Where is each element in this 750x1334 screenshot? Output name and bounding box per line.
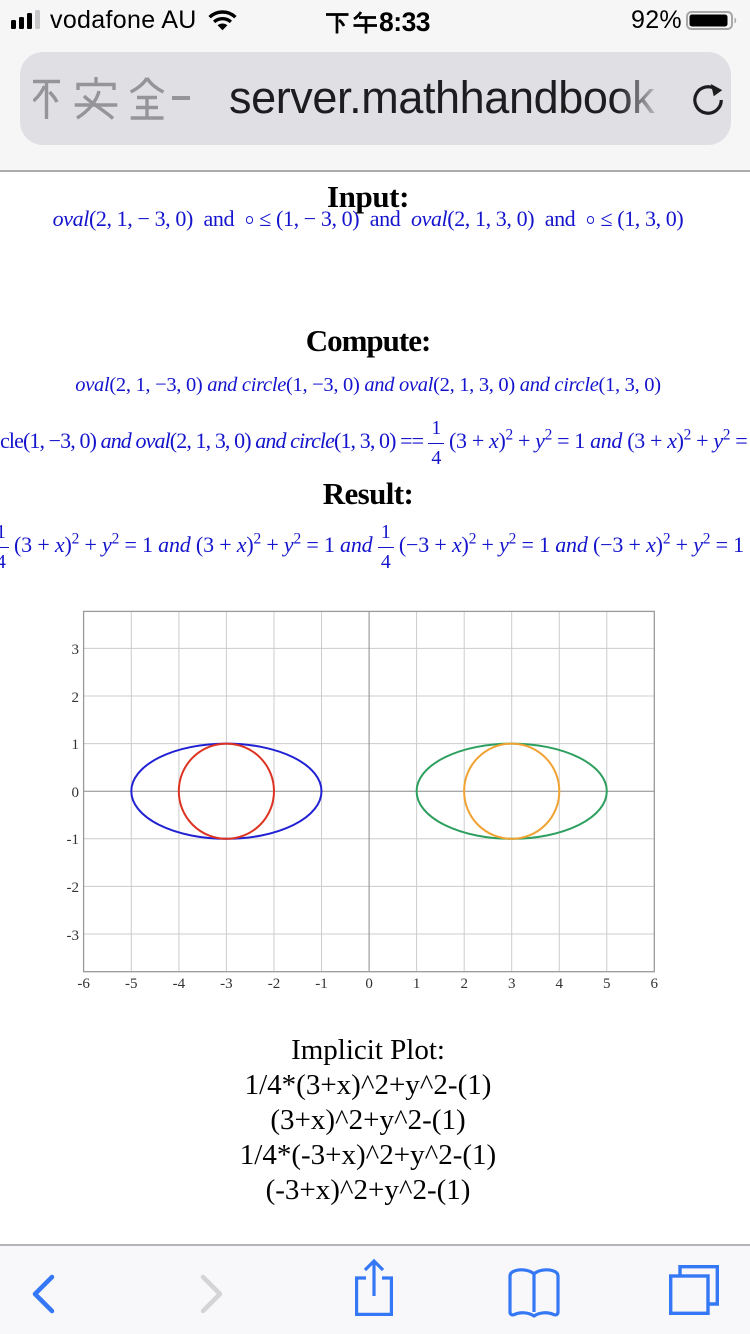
- svg-text:-4: -4: [173, 976, 186, 992]
- svg-text:3: 3: [72, 642, 80, 658]
- svg-text:-6: -6: [77, 976, 90, 992]
- svg-text:6: 6: [651, 976, 659, 992]
- svg-text:1: 1: [72, 737, 80, 753]
- svg-text:-3: -3: [67, 928, 80, 944]
- svg-text:3: 3: [508, 976, 516, 992]
- svg-text:-3: -3: [220, 976, 233, 992]
- svg-text:-5: -5: [125, 976, 138, 992]
- svg-text:-2: -2: [67, 880, 80, 896]
- svg-text:-1: -1: [315, 976, 328, 992]
- svg-text:-1: -1: [67, 832, 80, 848]
- svg-text:-2: -2: [268, 976, 281, 992]
- svg-text:2: 2: [460, 976, 468, 992]
- svg-text:0: 0: [365, 976, 373, 992]
- svg-text:4: 4: [556, 976, 564, 992]
- svg-text:1: 1: [413, 976, 421, 992]
- svg-text:2: 2: [72, 690, 80, 706]
- svg-text:5: 5: [603, 976, 611, 992]
- svg-text:0: 0: [72, 785, 80, 801]
